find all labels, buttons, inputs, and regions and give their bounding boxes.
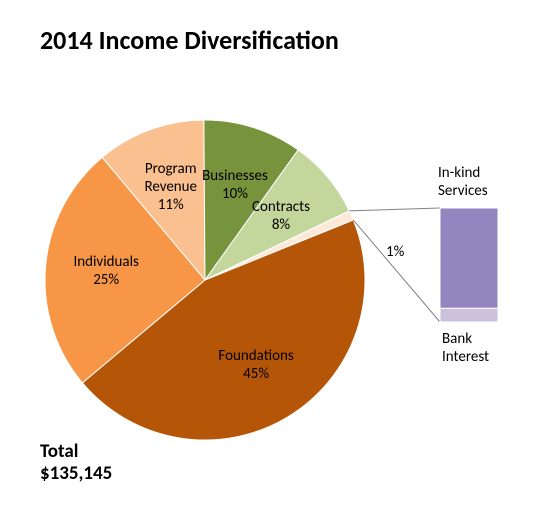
connector-line xyxy=(353,220,440,322)
connector-line xyxy=(349,208,440,211)
total-label: Total xyxy=(40,440,78,463)
total-value: $135,145 xyxy=(40,462,112,485)
bar-segment xyxy=(440,208,498,308)
bar-label-bottom: BankInterest xyxy=(442,330,489,366)
bar-segment xyxy=(440,308,498,322)
total-block: Total $135,145 xyxy=(40,441,112,485)
chart-container: 2014 Income Diversification ProgramReven… xyxy=(0,0,543,527)
bar-label-top: In-kindServices xyxy=(438,164,488,200)
